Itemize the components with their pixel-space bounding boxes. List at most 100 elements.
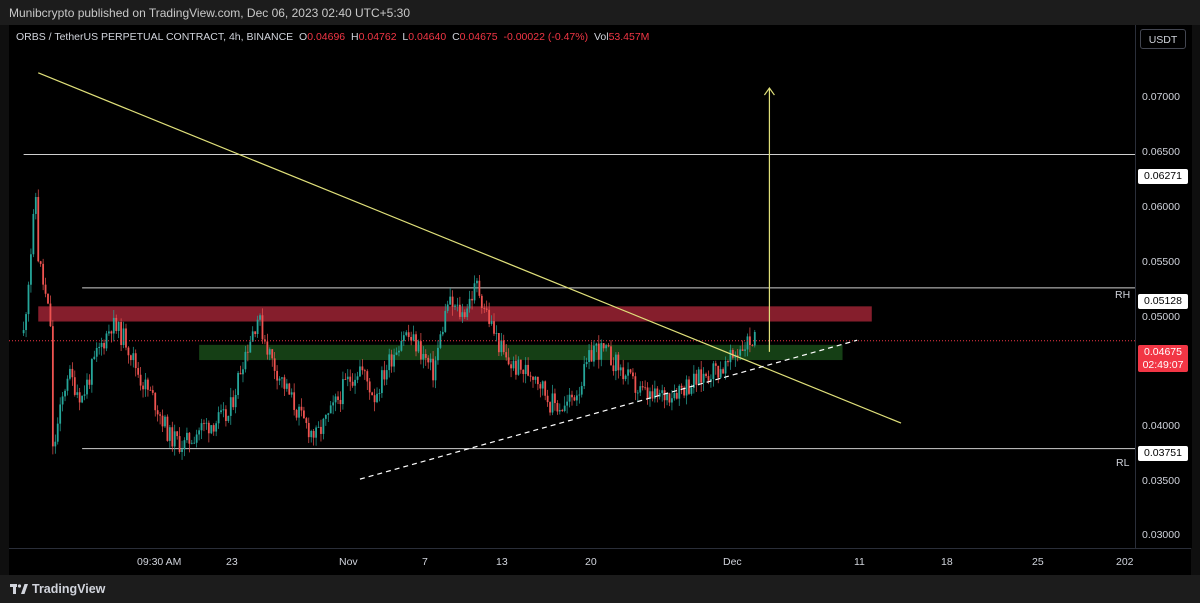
candle-body — [168, 427, 171, 441]
candle-body — [108, 331, 110, 334]
candle-body — [405, 332, 408, 336]
candle-body — [122, 328, 125, 346]
candle-body — [222, 409, 225, 411]
candle-body — [461, 312, 464, 317]
candle-body — [139, 374, 142, 386]
candle-body — [427, 357, 430, 363]
candle-body — [217, 412, 220, 424]
candle-body — [373, 395, 376, 403]
candle-body — [303, 410, 305, 419]
candle-body — [661, 390, 664, 394]
candle-body — [261, 315, 264, 340]
candle-body — [739, 349, 742, 356]
tradingview-logo[interactable]: TradingView — [10, 582, 105, 596]
candle-body — [578, 394, 581, 396]
candle-body — [692, 373, 695, 388]
candle-body — [134, 353, 137, 369]
time-scale[interactable]: 09:30 AM 23 Nov 7 13 20 Dec 11 18 25 202 — [9, 548, 1191, 576]
candle-body — [137, 368, 140, 375]
candle-body — [751, 345, 754, 346]
candle-body — [378, 393, 381, 394]
candle-body — [493, 321, 495, 334]
candle-body — [159, 414, 162, 416]
candle-body — [734, 355, 737, 358]
price-tick: 0.03500 — [1142, 475, 1180, 487]
candle-body — [417, 341, 420, 352]
candle-body — [573, 397, 576, 401]
candle-body — [51, 326, 54, 447]
candle-body — [607, 345, 610, 347]
volume-label: Vol — [593, 31, 609, 43]
candle-body — [251, 331, 254, 342]
candle-body — [376, 393, 378, 403]
candle-body — [310, 430, 313, 438]
candle-body — [25, 314, 27, 331]
time-tick: 202 — [1116, 556, 1134, 568]
candle-body — [736, 355, 739, 357]
candle-body — [600, 343, 603, 360]
candle-body — [632, 372, 634, 377]
candle-body — [359, 366, 361, 377]
chart-canvas[interactable] — [9, 25, 1135, 548]
candle-body — [561, 410, 564, 412]
candle-body — [546, 395, 549, 403]
candle-body — [354, 379, 356, 386]
candle-body — [380, 370, 383, 394]
chart-pane[interactable]: ORBS / TetherUS PERPETUAL CONTRACT, 4h, … — [9, 25, 1135, 548]
high-value: 0.04762 — [358, 31, 397, 43]
candle-body — [695, 373, 698, 385]
rh-label: RH — [1115, 289, 1131, 301]
candle-body — [556, 403, 559, 412]
candle-body — [602, 343, 605, 349]
candle-body — [685, 379, 688, 396]
candle-body — [95, 347, 98, 357]
candle-body — [190, 442, 193, 444]
candle-body — [44, 284, 47, 294]
candle-body — [203, 423, 205, 424]
candle-body — [707, 376, 710, 381]
symbol-name[interactable]: ORBS / TetherUS PERPETUAL CONTRACT, 4h, … — [16, 31, 294, 43]
candle-body — [429, 358, 432, 363]
time-tick: Dec — [723, 556, 742, 568]
time-tick: Nov — [339, 556, 358, 568]
candle-body — [619, 367, 622, 371]
rh-price-badge: 0.05128 — [1138, 294, 1188, 309]
candle-body — [749, 336, 751, 346]
time-tick: 13 — [496, 556, 508, 568]
candle-body — [27, 284, 30, 315]
currency-button[interactable]: USDT — [1140, 29, 1186, 49]
candle-body — [673, 392, 676, 399]
candle-body — [266, 341, 269, 355]
candle-body — [273, 358, 276, 371]
candle-body — [188, 432, 191, 444]
candle-body — [497, 333, 500, 353]
candle-body — [656, 388, 659, 397]
candle-body — [627, 369, 629, 376]
open-value: 0.04696 — [307, 31, 346, 43]
candle-body — [69, 368, 71, 379]
candle-body — [127, 347, 130, 356]
candle-body — [305, 418, 308, 423]
candle-body — [249, 341, 252, 353]
symbol-legend[interactable]: ORBS / TetherUS PERPETUAL CONTRACT, 4h, … — [16, 31, 649, 43]
candle-body — [473, 283, 476, 301]
close-value: 0.04675 — [459, 31, 498, 43]
candle-body — [181, 449, 183, 452]
candle-body — [390, 354, 393, 367]
price-scale[interactable]: USDT 0.07000 0.06500 0.06000 0.05500 0.0… — [1135, 25, 1192, 548]
candle-body — [597, 343, 600, 360]
candle-body — [332, 402, 335, 406]
candle-body — [93, 356, 96, 360]
candle-body — [232, 397, 235, 408]
candle-body — [56, 423, 59, 442]
candle-body — [398, 350, 400, 353]
candle-body — [86, 379, 88, 395]
candle-body — [229, 397, 232, 416]
candle-body — [103, 342, 105, 349]
candle-body — [151, 390, 154, 393]
candle-body — [383, 370, 386, 380]
price-tick: 0.03000 — [1142, 529, 1180, 541]
candle-body — [512, 360, 515, 369]
time-tick: 11 — [854, 556, 865, 568]
candle-body — [719, 369, 722, 378]
